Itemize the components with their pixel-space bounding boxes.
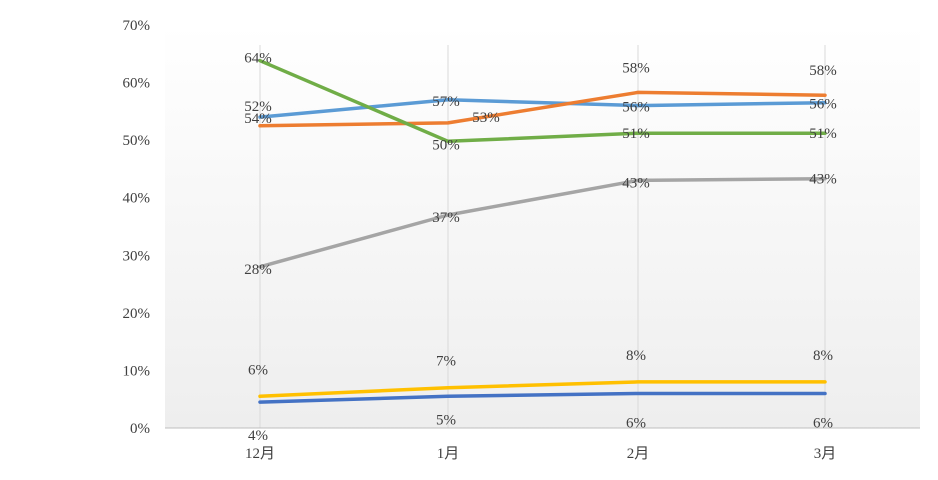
y-tick-label: 0%	[130, 421, 150, 437]
axes: 0% 10% 20% 30% 40% 50% 60% 70% 12月 1月 2月 3月	[123, 18, 920, 462]
series-line-5	[258, 391, 827, 404]
data-label: 58%	[622, 60, 650, 76]
data-label: 5%	[436, 412, 456, 428]
x-tick-label: 1月	[437, 446, 460, 462]
y-tick-label: 40%	[123, 191, 151, 207]
plot-area	[165, 25, 920, 428]
data-label: 56%	[809, 97, 837, 113]
series-line-3	[258, 176, 827, 269]
data-label: 6%	[813, 415, 833, 431]
data-label: 56%	[622, 100, 650, 116]
data-label: 50%	[432, 137, 460, 153]
data-label: 6%	[248, 362, 268, 378]
data-label: 57%	[432, 94, 460, 110]
data-label: 43%	[622, 175, 650, 191]
data-label: 53%	[472, 110, 500, 126]
data-label: 54%	[244, 111, 272, 127]
gridlines	[259, 45, 826, 428]
x-tick-label: 3月	[814, 446, 837, 462]
data-label: 52%	[244, 99, 272, 115]
y-tick-label: 30%	[123, 248, 151, 264]
series-line-4	[258, 380, 827, 399]
data-label: 43%	[809, 172, 837, 188]
data-label: 8%	[626, 348, 646, 364]
x-tick-label: 12月	[245, 446, 275, 462]
data-label: 28%	[244, 262, 272, 278]
series-lines	[258, 58, 827, 404]
data-label: 58%	[809, 63, 837, 79]
y-tick-label: 10%	[123, 363, 151, 379]
data-label: 51%	[809, 126, 837, 142]
data-label: 64%	[244, 51, 272, 67]
data-labels: 54% 57% 56% 56% 52% 53% 58% 58% 64% 50% 51% 51% 28% 3…	[244, 51, 837, 444]
data-label: 6%	[626, 415, 646, 431]
series-line-2	[258, 58, 827, 144]
data-label: 7%	[436, 354, 456, 370]
y-tick-label: 60%	[123, 76, 151, 92]
series-line-1	[258, 90, 827, 128]
y-tick-label: 70%	[123, 18, 151, 34]
data-label: 51%	[622, 126, 650, 142]
series-line-0	[258, 98, 827, 119]
data-label: 37%	[432, 210, 460, 226]
data-label: 4%	[248, 428, 268, 444]
data-label: 8%	[813, 348, 833, 364]
x-tick-label: 2月	[627, 446, 650, 462]
y-tick-label: 20%	[123, 306, 151, 322]
y-tick-label: 50%	[123, 133, 151, 149]
